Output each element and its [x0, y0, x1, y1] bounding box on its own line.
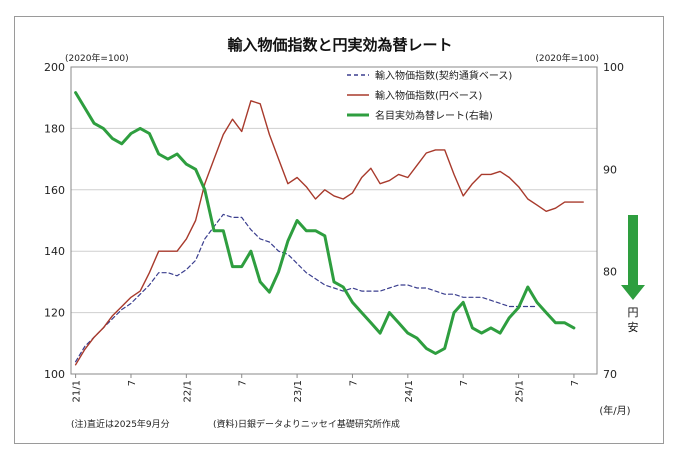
- series-line-1: [74, 100, 584, 366]
- x-tick-label: 24/1: [404, 380, 415, 402]
- left-tick-label: 140: [44, 245, 65, 258]
- chart-title: 輸入物価指数と円実効為替レート: [227, 36, 452, 54]
- legend-label-2: 名目実効為替レート(右軸): [375, 109, 493, 122]
- arrow-label-2: 安: [628, 320, 639, 334]
- right-tick-label: 90: [603, 163, 617, 176]
- x-tick-label: 7: [459, 380, 470, 386]
- left-tick-label: 120: [44, 307, 65, 320]
- x-tick-label: 21/1: [72, 380, 83, 402]
- plot-area: [70, 66, 598, 375]
- right-tick-label: 70: [603, 368, 617, 381]
- x-tick-label: 7: [348, 380, 359, 386]
- left-tick-label: 200: [44, 61, 65, 74]
- chart-note: (注)直近は2025年9月分: [71, 420, 170, 430]
- x-tick-label: 22/1: [182, 380, 193, 402]
- chart-svg: 輸入物価指数と円実効為替レート (2020年=100) (2020年=100) 100…: [44, 36, 645, 417]
- series-line-0: [74, 213, 538, 363]
- chart-frame: 輸入物価指数と円実効為替レート (2020年=100) (2020年=100) 100…: [14, 16, 664, 444]
- left-axis-unit: (2020年=100): [65, 52, 129, 64]
- series-line-2: [74, 91, 576, 355]
- left-tick-label: 160: [44, 184, 65, 197]
- x-tick-label: 25/1: [515, 380, 526, 402]
- legend-label-0: 輸入物価指数(契約通貨ベース): [375, 69, 512, 82]
- x-tick-label: 7: [127, 380, 138, 386]
- x-tick-label: 7: [238, 380, 249, 386]
- legend-label-1: 輸入物価指数(円ベース): [375, 89, 482, 102]
- arrow-label-1: 円: [628, 306, 639, 319]
- right-tick-label: 100: [603, 61, 624, 74]
- x-tick-label: 7: [570, 380, 581, 386]
- x-axis-unit: (年/月): [599, 404, 630, 417]
- left-tick-label: 180: [44, 122, 65, 135]
- right-tick-label: 80: [603, 266, 617, 279]
- right-axis-unit: (2020年=100): [535, 52, 599, 64]
- chart-source: (資料)日銀データよりニッセイ基礎研究所作成: [213, 420, 400, 430]
- left-tick-label: 100: [44, 368, 65, 381]
- yen-depreciation-arrow: [621, 215, 645, 300]
- x-tick-label: 23/1: [293, 380, 304, 402]
